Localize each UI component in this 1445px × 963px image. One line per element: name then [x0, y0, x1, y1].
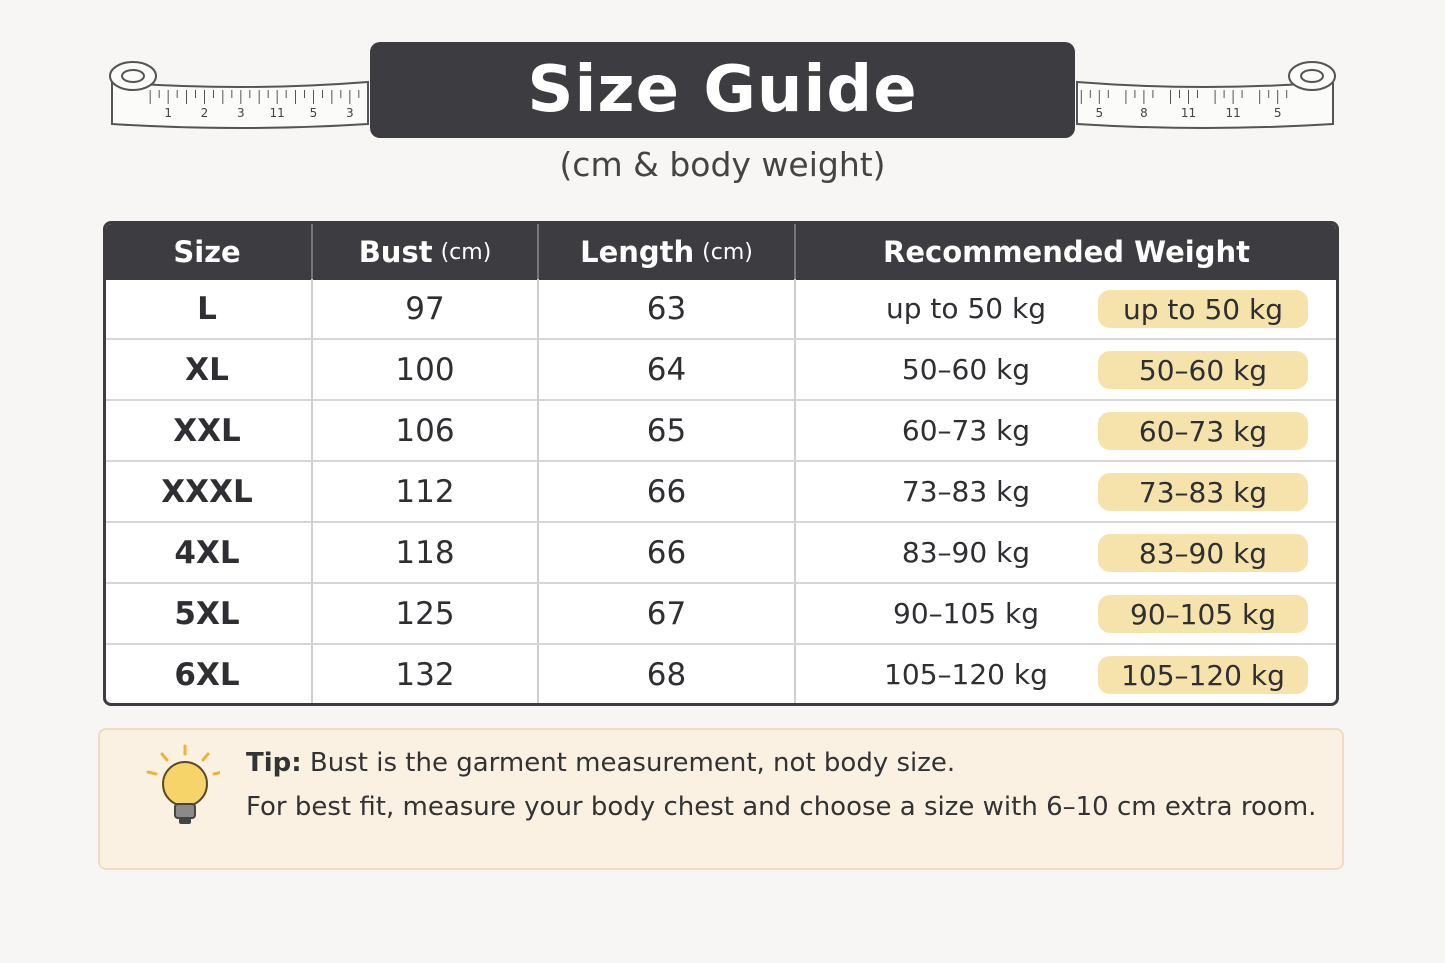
weight-badge: up to 50 kg — [1098, 290, 1308, 328]
header-label: Length — [580, 235, 695, 269]
title: Size Guide — [370, 42, 1075, 138]
weight-text: 73–83 kg — [901, 475, 1031, 508]
weight-text: 50–60 kg — [901, 353, 1031, 386]
tape-number: 3 — [346, 106, 354, 120]
tape-number: 5 — [1095, 106, 1103, 120]
cell-length: 66 — [539, 523, 796, 584]
tape-decoration: 1 2 3 11 5 3 5 8 11 11 5 — [109, 61, 1336, 129]
cell-length: 65 — [539, 401, 796, 462]
cell-size: 4XL — [106, 523, 313, 584]
tape-number: 11 — [1225, 106, 1240, 120]
subtitle: (cm & body weight) — [559, 145, 886, 184]
tape-number: 11 — [270, 106, 285, 120]
cell-size: XL — [106, 340, 313, 401]
cell-weight: up to 50 kg up to 50 kg — [796, 279, 1336, 340]
header-label: Recommended Weight — [883, 235, 1250, 269]
cell-size: 6XL — [106, 645, 313, 703]
tape-number: 2 — [201, 106, 209, 120]
cell-size: 5XL — [106, 584, 313, 645]
cell-weight: 73–83 kg 73–83 kg — [796, 462, 1336, 523]
tape-left — [111, 80, 369, 129]
cell-size: L — [106, 279, 313, 340]
column-header: Size — [106, 224, 313, 280]
cell-length: 64 — [539, 340, 796, 401]
weight-text: up to 50 kg — [886, 292, 1046, 325]
cell-weight: 60–73 kg 60–73 kg — [796, 401, 1336, 462]
tip-text: Bust is the garment measurement, not bod… — [309, 748, 956, 778]
tip-text: For best fit, measure your body chest an… — [246, 792, 1317, 822]
tape-number: 5 — [1274, 106, 1282, 120]
cell-bust: 132 — [313, 645, 539, 703]
cell-bust: 112 — [313, 462, 539, 523]
weight-badge: 105–120 kg — [1098, 656, 1308, 694]
weight-badge: 73–83 kg — [1098, 473, 1308, 511]
cell-bust: 100 — [313, 340, 539, 401]
tape-roll — [109, 61, 157, 91]
size-table: Size Bust (cm) Length (cm) Recommended Weight… — [103, 221, 1339, 706]
header-label: Bust — [358, 235, 433, 269]
cell-bust: 118 — [313, 523, 539, 584]
weight-text: 90–105 kg — [893, 597, 1039, 630]
column-header: Recommended Weight — [796, 224, 1336, 280]
weight-text: 83–90 kg — [901, 536, 1031, 569]
weight-badge: 60–73 kg — [1098, 412, 1308, 450]
cell-length: 63 — [539, 279, 796, 340]
tip-label: Tip: — [246, 748, 302, 778]
tape-number: 3 — [237, 106, 245, 120]
tape-number: 5 — [310, 106, 318, 120]
cell-length: 66 — [539, 462, 796, 523]
column-header: Length (cm) — [539, 224, 796, 280]
tape-roll — [1288, 61, 1336, 91]
cell-bust: 125 — [313, 584, 539, 645]
header-unit: (cm) — [702, 239, 753, 265]
cell-length: 67 — [539, 584, 796, 645]
tape-roll — [121, 69, 145, 83]
bulb-icon — [146, 744, 220, 824]
tape-number: 1 — [164, 106, 172, 120]
cell-bust: 106 — [313, 401, 539, 462]
header-label: Size — [173, 235, 241, 269]
weight-badge: 83–90 kg — [1098, 534, 1308, 572]
weight-text: 60–73 kg — [901, 414, 1031, 447]
cell-weight: 50–60 kg 50–60 kg — [796, 340, 1336, 401]
cell-weight: 105–120 kg 105–120 kg — [796, 645, 1336, 703]
tape-right — [1076, 80, 1334, 129]
cell-weight: 90–105 kg 90–105 kg — [796, 584, 1336, 645]
weight-badge: 50–60 kg — [1098, 351, 1308, 389]
tape-number: 8 — [1140, 106, 1148, 120]
header-unit: (cm) — [440, 239, 492, 265]
cell-weight: 83–90 kg 83–90 kg — [796, 523, 1336, 584]
cell-bust: 97 — [313, 279, 539, 340]
cell-size: XXXL — [106, 462, 313, 523]
cell-length: 68 — [539, 645, 796, 703]
tape-roll — [1300, 69, 1324, 83]
weight-text: 105–120 kg — [884, 658, 1048, 691]
tape-number: 11 — [1181, 106, 1196, 120]
tip-box: Tip: Bust is the garment measurement, no… — [98, 728, 1344, 870]
weight-badge: 90–105 kg — [1098, 595, 1308, 633]
column-header: Bust (cm) — [313, 224, 539, 280]
cell-size: XXL — [106, 401, 313, 462]
